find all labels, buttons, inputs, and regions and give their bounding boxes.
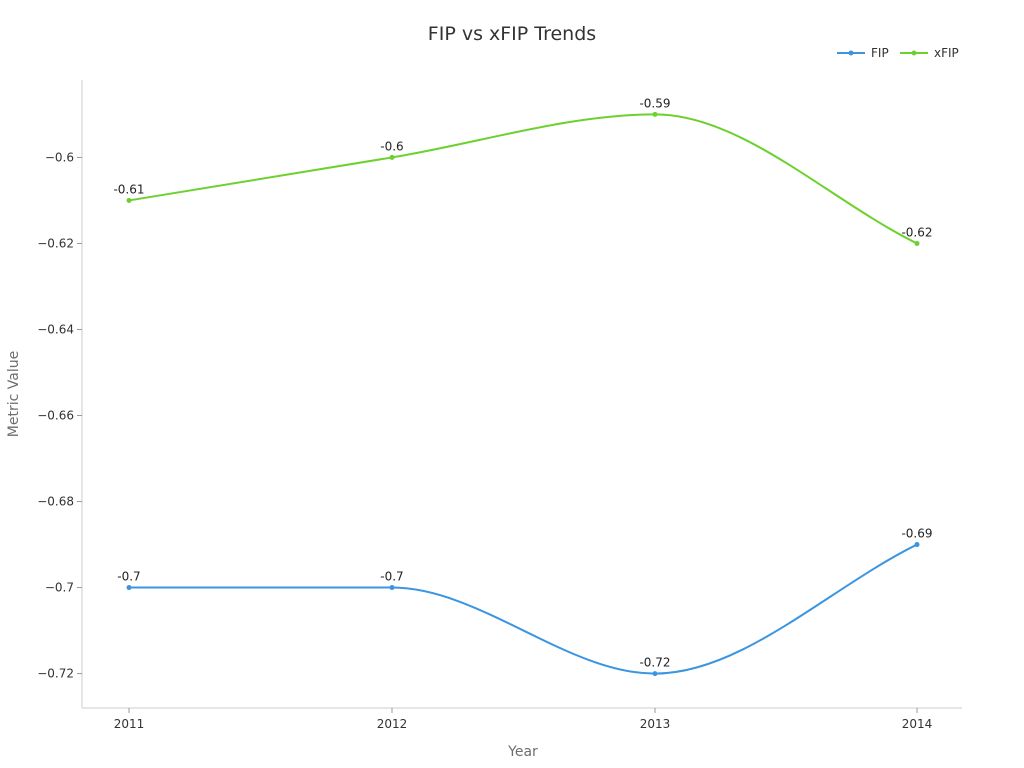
x-tick-label: 2012: [377, 717, 408, 731]
x-tick-label: 2013: [640, 717, 671, 731]
y-tick-label: −0.72: [37, 667, 74, 681]
y-tick-label: −0.66: [37, 409, 74, 423]
y-axis-ticks: −0.72 −0.7 −0.68 −0.66 −0.64 −0.62 −0.6: [37, 150, 82, 681]
series-line-xfip: [128, 113, 918, 245]
data-point-fip[interactable]: [389, 585, 395, 591]
legend-label-xfip: xFIP: [934, 46, 959, 60]
data-label-xfip: -0.6: [380, 139, 403, 153]
legend-marker-xfip: [911, 50, 917, 56]
y-tick-label: −0.6: [45, 150, 74, 164]
data-label-fip: -0.72: [639, 656, 670, 670]
y-tick-label: −0.7: [45, 581, 74, 595]
data-point-xfip[interactable]: [126, 197, 132, 203]
y-axis-title: Metric Value: [6, 351, 22, 437]
series-xfip: -0.61 -0.6 -0.59 -0.62: [113, 96, 933, 246]
series-fip: -0.7 -0.7 -0.72 -0.69: [117, 527, 933, 677]
data-point-fip[interactable]: [652, 671, 658, 677]
chart-title: FIP vs xFIP Trends: [428, 23, 596, 45]
series-layer: -0.7 -0.7 -0.72 -0.69 -0.61 -0.6 -0.59 -0.62: [113, 96, 933, 677]
y-tick-label: −0.68: [37, 495, 74, 509]
data-point-xfip[interactable]: [652, 111, 658, 117]
data-point-fip[interactable]: [126, 585, 132, 591]
data-label-xfip: -0.62: [901, 225, 932, 239]
legend-item-fip[interactable]: FIP: [837, 46, 889, 60]
x-axis-title: Year: [507, 744, 538, 760]
data-point-fip[interactable]: [914, 542, 920, 548]
data-label-fip: -0.7: [380, 570, 403, 584]
x-tick-label: 2011: [114, 717, 145, 731]
series-line-fip: [129, 543, 918, 675]
y-tick-label: −0.62: [37, 236, 74, 250]
data-label-xfip: -0.61: [113, 182, 144, 196]
data-label-xfip: -0.59: [639, 96, 670, 110]
data-point-xfip[interactable]: [389, 154, 395, 160]
data-point-xfip[interactable]: [914, 240, 920, 246]
legend: FIP xFIP: [837, 46, 959, 60]
data-label-fip: -0.7: [117, 570, 140, 584]
legend-item-xfip[interactable]: xFIP: [900, 46, 959, 60]
legend-label-fip: FIP: [871, 46, 889, 60]
y-tick-label: −0.64: [37, 322, 74, 336]
data-label-fip: -0.69: [901, 527, 932, 541]
x-axis-ticks: 2011 2012 2013 2014: [114, 708, 933, 731]
legend-marker-fip: [848, 50, 854, 56]
x-tick-label: 2014: [902, 717, 933, 731]
